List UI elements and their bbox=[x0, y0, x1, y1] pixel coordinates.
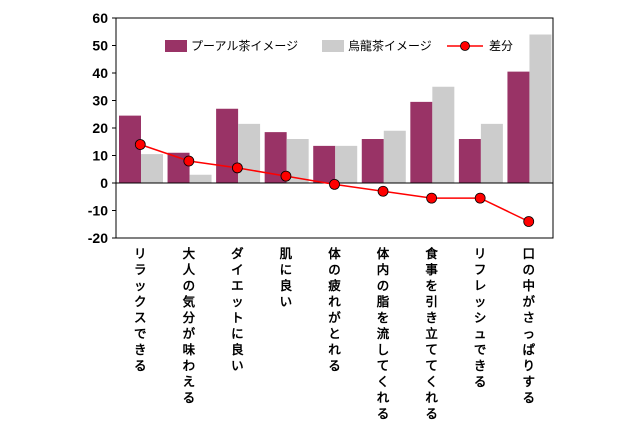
diff-point-1 bbox=[183, 155, 195, 167]
bar-oolong-3 bbox=[286, 139, 309, 183]
category-label-6: 食事を引き立ててくれる bbox=[424, 246, 438, 421]
bar-oolong-8 bbox=[529, 34, 552, 183]
legend: プーアル茶イメージ 烏龍茶イメージ 差分 bbox=[165, 38, 513, 53]
diff-point-5 bbox=[377, 185, 389, 197]
bar-oolong-5 bbox=[383, 130, 406, 183]
category-label-8: 口の中がさっぱりする bbox=[522, 246, 535, 405]
bar-oolong-1 bbox=[189, 174, 212, 183]
bar-oolong-6 bbox=[432, 86, 455, 183]
y-tick-label: 0 bbox=[100, 175, 108, 191]
bars bbox=[119, 34, 552, 183]
diff-point-0 bbox=[134, 139, 146, 150]
y-tick-labels: 60 50 40 30 20 10 0 -10 -20 bbox=[88, 10, 108, 246]
legend-label-1: 烏龍茶イメージ bbox=[348, 38, 432, 53]
y-tick-label: -10 bbox=[88, 203, 108, 219]
bar-oolong-4 bbox=[335, 145, 358, 183]
bar-puer-2 bbox=[216, 108, 239, 183]
legend-label-0: プーアル茶イメージ bbox=[191, 38, 298, 53]
bar-puer-8 bbox=[507, 71, 530, 183]
diff-point-6 bbox=[426, 192, 438, 204]
y-tick-label: 40 bbox=[92, 65, 108, 81]
bar-puer-5 bbox=[361, 139, 384, 183]
bar-oolong-2 bbox=[238, 123, 261, 183]
bar-oolong-0 bbox=[141, 154, 163, 183]
bar-puer-0 bbox=[119, 115, 141, 183]
diff-point-2 bbox=[231, 162, 243, 174]
category-label-5: 体内の脂を流してくれる bbox=[376, 246, 390, 421]
y-tick-label: 30 bbox=[92, 93, 108, 109]
category-label-0: リラックスできる bbox=[134, 246, 147, 373]
y-tick-label: 60 bbox=[92, 10, 108, 26]
legend-label-2: 差分 bbox=[489, 39, 513, 53]
diff-point-3 bbox=[280, 170, 292, 182]
category-label-3: 肌に良い bbox=[279, 246, 293, 309]
category-label-4: 体の疲れがとれる bbox=[328, 246, 341, 373]
bar-puer-6 bbox=[410, 101, 433, 183]
category-label-2: ダイエットに良い bbox=[231, 246, 244, 373]
bar-oolong-7 bbox=[480, 123, 503, 183]
diff-point-8 bbox=[523, 216, 535, 227]
category-labels: リラックスできる 大人の気分が味わえる ダイエットに良い 肌に良い 体の疲れがとれる 体内… bbox=[134, 246, 535, 421]
category-label-7: リフレッシュできる bbox=[474, 246, 487, 389]
bar-puer-3 bbox=[264, 132, 287, 183]
y-tick-label: 50 bbox=[92, 38, 108, 54]
bar-puer-4 bbox=[313, 145, 336, 183]
legend-marker-2 bbox=[460, 41, 470, 51]
y-tick-label: 10 bbox=[92, 148, 108, 164]
diff-series bbox=[134, 139, 535, 227]
category-label-1: 大人の気分が味わえる bbox=[183, 246, 196, 405]
legend-swatch-0 bbox=[165, 40, 187, 52]
bar-puer-7 bbox=[458, 139, 481, 183]
legend-swatch-1 bbox=[322, 40, 344, 52]
y-tick-label: 20 bbox=[92, 120, 108, 136]
diff-point-7 bbox=[474, 192, 486, 204]
y-tick-label: -20 bbox=[88, 230, 108, 246]
diff-point-4 bbox=[329, 178, 340, 190]
